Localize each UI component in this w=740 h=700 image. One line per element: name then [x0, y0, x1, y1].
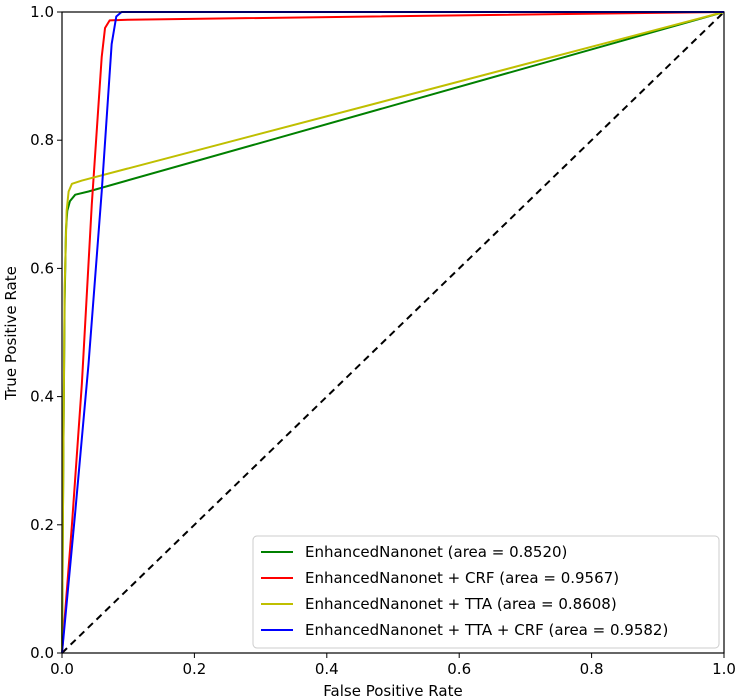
x-tick-label: 0.8 [580, 660, 604, 678]
x-tick-label: 0.0 [50, 660, 74, 678]
legend-entry-label: EnhancedNanonet (area = 0.8520) [305, 543, 567, 561]
legend: EnhancedNanonet (area = 0.8520) EnhancedN… [252, 535, 720, 649]
y-tick-label: 0.2 [30, 516, 54, 534]
legend-box [252, 535, 720, 649]
x-tick-label: 1.0 [712, 660, 736, 678]
y-tick-label: 0.0 [30, 644, 54, 662]
y-axis-label: True Positive Rate [2, 266, 20, 401]
y-tick-label: 1.0 [30, 3, 54, 21]
axis-ticks-layer: 0.0 0.2 0.4 0.6 0.8 1.0 0.0 0.2 0.4 0.6 0.8 1.0 [30, 3, 736, 678]
x-tick-label: 0.4 [315, 660, 339, 678]
chance-diagonal-line [61, 11, 725, 654]
y-tick-label: 0.6 [30, 259, 54, 277]
x-tick-label: 0.2 [182, 660, 206, 678]
legend-entry-label: EnhancedNanonet + TTA (area = 0.8608) [305, 595, 617, 613]
roc-curve-enhancednanonet-crf [61, 11, 725, 654]
legend-entry-label: EnhancedNanonet + CRF (area = 0.9567) [305, 569, 619, 587]
plot-data-layer [61, 11, 725, 654]
legend-entry-label: EnhancedNanonet + TTA + CRF (area = 0.95… [305, 621, 668, 639]
y-tick-label: 0.8 [30, 131, 54, 149]
roc-curve-enhancednanonet-tta [61, 11, 725, 654]
y-tick-label: 0.4 [30, 388, 54, 406]
roc-curve-enhancednanonet-tta-crf [61, 11, 724, 654]
x-axis-label: False Positive Rate [323, 682, 462, 700]
plot-frame [61, 11, 725, 654]
x-tick-label: 0.6 [447, 660, 471, 678]
